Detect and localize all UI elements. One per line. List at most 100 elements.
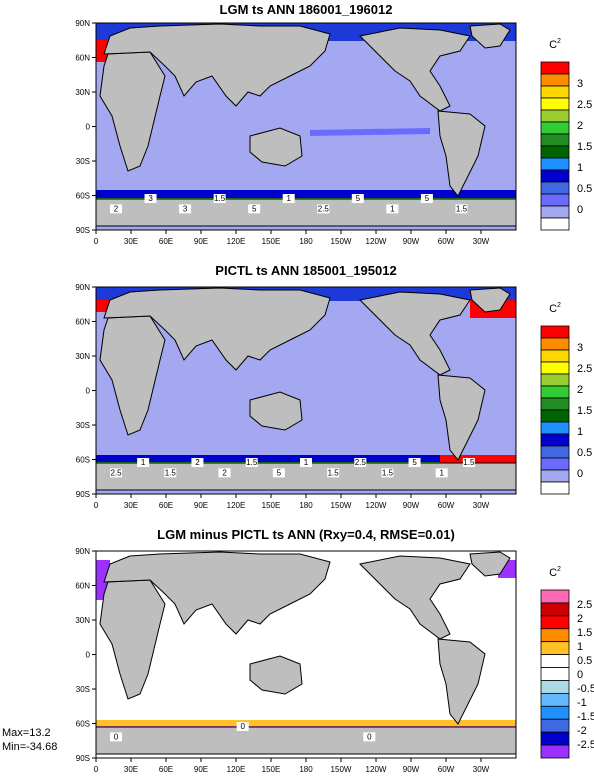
xtick-label-0-0: 0 xyxy=(94,237,99,246)
ytick-label-1-1: 60N xyxy=(75,318,90,327)
contour-label-bg-1-11 xyxy=(408,458,421,468)
xtick-label-1-0: 0 xyxy=(94,501,99,510)
ytick-label-2-2: 30N xyxy=(75,616,90,625)
contour-label-bg-0-1 xyxy=(144,194,157,204)
contour-label-bg-1-12 xyxy=(435,468,448,478)
colorbar-box-2-3 xyxy=(540,628,570,643)
colorbar-label-2-2: 1.5 xyxy=(577,627,592,639)
contour-label-0-2: 3 xyxy=(183,204,188,213)
xtick-label-1-3: 90E xyxy=(194,501,208,510)
xtick-label-1-1: 30E xyxy=(124,501,138,510)
colorbar-label-2-8: -1.5 xyxy=(577,711,594,723)
colorbar-box-0-0 xyxy=(540,61,570,75)
ytick-label-0-3: 0 xyxy=(86,123,91,132)
colorbar-label-2-3: 1 xyxy=(577,641,583,653)
colorbar-label-2-9: -2 xyxy=(577,725,587,737)
xtick-label-2-1: 30E xyxy=(124,765,138,774)
colorbar-box-0-12 xyxy=(540,205,570,219)
colorbar-box-1-1 xyxy=(540,337,570,351)
colorbar-label-1-0: 3 xyxy=(577,342,583,354)
xtick-label-2-6: 180 xyxy=(299,765,313,774)
contour-label-0-10: 1.5 xyxy=(456,204,468,213)
colorbar-label-2-5: 0 xyxy=(577,669,583,681)
xtick-label-2-11: 30W xyxy=(473,765,490,774)
colorbar-box-1-9 xyxy=(540,433,570,447)
contour-label-bg-0-8 xyxy=(386,204,399,214)
colorbar-box-2-6 xyxy=(540,667,570,681)
colorbar-label-1-3: 1.5 xyxy=(577,405,592,417)
panel-1-equatorial-band xyxy=(310,128,430,136)
xtick-label-1-9: 90W xyxy=(403,501,420,510)
colorbar-box-2-9 xyxy=(540,705,570,720)
contour-label-bg-0-6 xyxy=(317,204,330,214)
contour-label-bg-0-3 xyxy=(213,194,226,204)
xtick-label-0-7: 150W xyxy=(331,237,352,246)
contour-label-1-4: 2 xyxy=(222,468,227,477)
panel-1-title: LGM ts ANN 186001_196012 xyxy=(220,2,393,17)
max-label: Max=13.2 xyxy=(2,727,51,739)
contour-label-bg-1-4 xyxy=(218,468,231,478)
xtick-label-1-6: 180 xyxy=(299,501,313,510)
contour-label-1-8: 1.5 xyxy=(328,468,340,477)
xtick-label-2-0: 0 xyxy=(94,765,99,774)
colorbar-box-1-8 xyxy=(540,421,570,435)
contour-label-0-8: 1 xyxy=(390,204,395,213)
contour-label-1-5: 1.5 xyxy=(246,458,258,467)
ytick-label-0-6: 90S xyxy=(76,226,90,235)
contour-label-bg-1-6 xyxy=(272,468,285,478)
contour-label-bg-0-2 xyxy=(179,204,192,214)
xtick-label-0-2: 60E xyxy=(159,237,173,246)
contour-label-bg-1-3 xyxy=(191,458,204,468)
colorbar-box-1-10 xyxy=(540,445,570,459)
colorbar-label-1-1: 2.5 xyxy=(577,363,592,375)
contour-label-0-4: 5 xyxy=(252,204,257,213)
contour-label-bg-0-10 xyxy=(455,204,468,214)
contour-label-bg-1-9 xyxy=(354,458,367,468)
contour-label-1-9: 2.5 xyxy=(355,458,367,467)
contour-label-bg-0-0 xyxy=(110,204,122,214)
xtick-label-1-4: 120E xyxy=(227,501,246,510)
ytick-label-2-1: 60N xyxy=(75,582,90,591)
contour-label-bg-0-5 xyxy=(282,194,295,204)
colorbar-box-1-3 xyxy=(540,361,570,375)
contour-label-1-10: 1.5 xyxy=(382,468,394,477)
xtick-label-2-8: 120W xyxy=(366,765,387,774)
colorbar-box-1-4 xyxy=(540,373,570,387)
colorbar-box-0-1 xyxy=(540,73,570,87)
contour-label-0-7: 5 xyxy=(356,194,361,203)
colorbar-box-0-13 xyxy=(540,217,570,231)
xtick-label-2-4: 120E xyxy=(227,765,246,774)
contour-label-bg-0-7 xyxy=(351,194,364,204)
colorbar-label-1-5: 0.5 xyxy=(577,447,592,459)
xtick-label-0-10: 60W xyxy=(438,237,455,246)
colorbar-label-0-3: 1.5 xyxy=(577,141,592,153)
ytick-label-1-4: 30S xyxy=(76,421,90,430)
xtick-label-0-3: 90E xyxy=(194,237,208,246)
contour-label-bg-0-9 xyxy=(420,194,433,204)
ytick-label-2-3: 0 xyxy=(86,651,91,660)
colorbar-box-2-1 xyxy=(540,602,570,617)
ytick-label-2-5: 60S xyxy=(76,720,90,729)
ytick-label-1-6: 90S xyxy=(76,490,90,499)
contour-label-1-2: 1.5 xyxy=(165,468,177,477)
contour-label-bg-1-13 xyxy=(462,458,475,468)
contour-label-2-0: 0 xyxy=(114,732,119,741)
contour-label-1-7: 1 xyxy=(304,458,309,467)
contour-label-2-1: 0 xyxy=(240,722,245,731)
colorbar-box-0-11 xyxy=(540,193,570,207)
colorbar-label-2-6: -0.5 xyxy=(577,683,594,695)
colorbar-label-2-1: 2 xyxy=(577,613,583,625)
ytick-label-1-5: 60S xyxy=(76,456,90,465)
xtick-label-1-8: 120W xyxy=(366,501,387,510)
contour-label-bg-1-2 xyxy=(164,468,177,478)
colorbar-label-2-7: -1 xyxy=(577,697,587,709)
contour-label-2-2: 0 xyxy=(367,732,372,741)
contour-label-bg-2-2 xyxy=(363,732,376,742)
colorbar-box-2-0 xyxy=(540,589,570,604)
colorbar-box-2-8 xyxy=(540,692,570,707)
colorbar-box-0-7 xyxy=(540,145,570,159)
colorbar-box-1-5 xyxy=(540,385,570,399)
contour-label-0-3: 1.5 xyxy=(214,194,226,203)
ytick-label-0-4: 30S xyxy=(76,157,90,166)
colorbar-box-0-10 xyxy=(540,181,570,195)
